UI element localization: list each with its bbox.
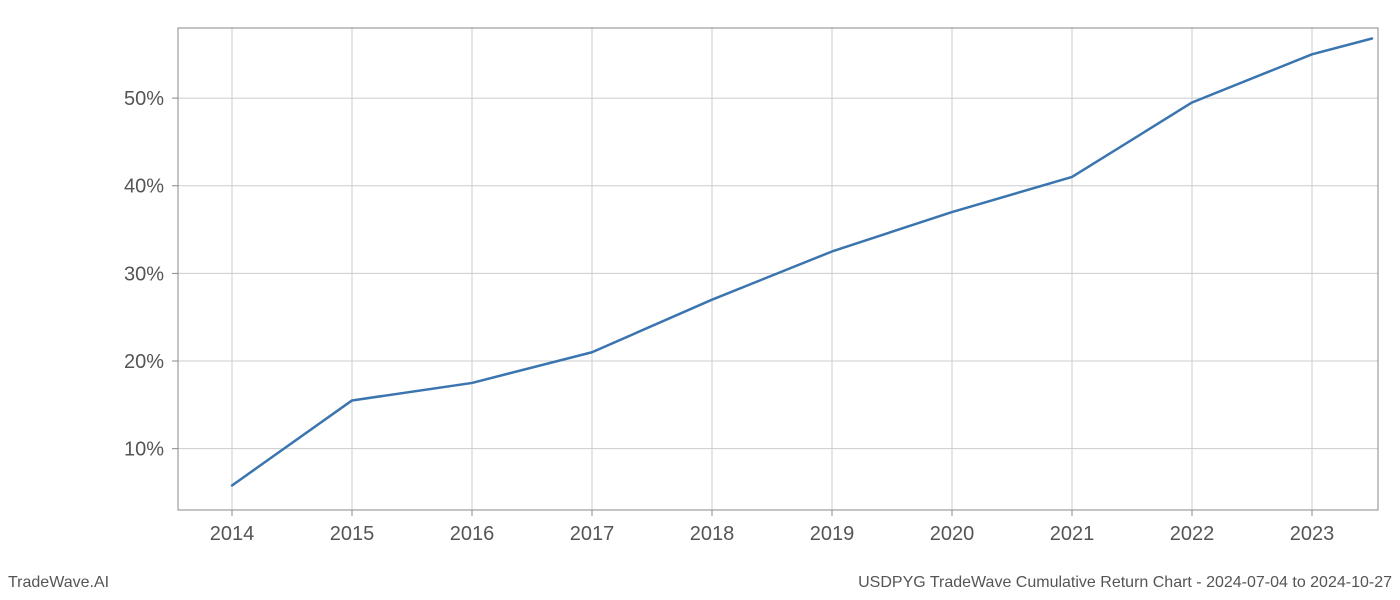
x-tick-label: 2023 <box>1290 523 1335 545</box>
x-tick-label: 2017 <box>570 523 615 545</box>
y-tick-label: 30% <box>124 263 164 285</box>
x-tick-label: 2016 <box>450 523 495 545</box>
footer-right-text: USDPYG TradeWave Cumulative Return Chart… <box>858 574 1392 592</box>
x-tick-label: 2022 <box>1170 523 1215 545</box>
footer-left-text: TradeWave.AI <box>8 574 109 592</box>
y-tick-label: 40% <box>124 176 164 198</box>
x-tick-label: 2018 <box>690 523 735 545</box>
chart-container: 2014 2015 2016 2017 2018 2019 2020 2021 2022 2023… <box>0 0 1400 600</box>
y-tick-label: 10% <box>124 439 164 461</box>
y-tick-label: 20% <box>124 351 164 373</box>
y-tick-label: 50% <box>124 88 164 110</box>
x-tick-label: 2021 <box>1050 523 1095 545</box>
x-tick-label: 2014 <box>210 523 255 545</box>
line-chart: 2014 2015 2016 2017 2018 2019 2020 2021 2022 2023… <box>0 0 1400 600</box>
x-tick-label: 2020 <box>930 523 975 545</box>
x-tick-label: 2019 <box>810 523 855 545</box>
x-tick-label: 2015 <box>330 523 375 545</box>
